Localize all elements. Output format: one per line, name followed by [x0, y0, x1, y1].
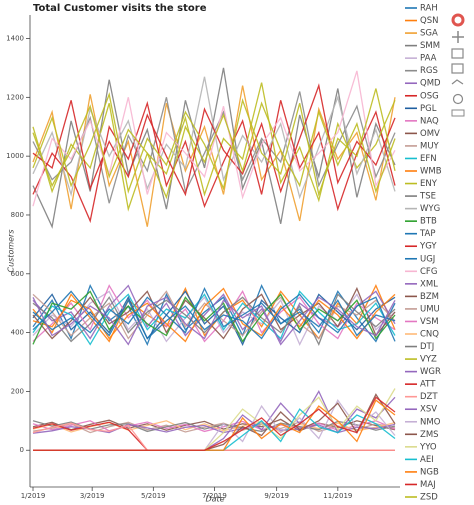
legend-label: CFG — [420, 267, 437, 277]
x-tick-label: 9/2019 — [264, 492, 289, 500]
y-tick-label: 600 — [11, 270, 24, 278]
legend-label: AEI — [420, 455, 434, 465]
legend-label: ZSD — [420, 493, 438, 503]
legend-label: NMO — [420, 417, 441, 427]
plot-area — [32, 67, 396, 451]
wheel-zoom-tool[interactable] — [451, 63, 464, 74]
legend-label: RGS — [420, 66, 438, 76]
y-tick-label: 400 — [11, 329, 24, 337]
y-tick-label: 200 — [11, 387, 24, 395]
series-line — [32, 91, 396, 204]
y-tick-label: 1400 — [6, 35, 24, 43]
series-line — [32, 286, 396, 337]
legend-label: QMD — [420, 79, 441, 89]
series-line — [32, 101, 396, 200]
legend-label: NAQ — [420, 116, 439, 126]
legend-label: VSM — [420, 317, 439, 327]
legend-label: NGB — [420, 467, 439, 477]
legend-label: ATT — [420, 380, 436, 390]
series-line — [33, 388, 396, 451]
series-line — [32, 287, 396, 343]
legend-label: QSN — [420, 16, 438, 26]
legend-label: MAJ — [420, 480, 436, 490]
help-tool[interactable] — [451, 109, 465, 117]
legend-label: SGA — [420, 29, 438, 39]
legend-label: OSG — [420, 91, 439, 101]
legend-label: DZT — [420, 392, 438, 402]
legend-label: ZMS — [420, 430, 439, 440]
series-line — [32, 420, 396, 433]
legend-label: TAP — [419, 229, 435, 239]
legend-label: WGR — [420, 367, 441, 377]
legend-label: SMM — [420, 41, 440, 51]
reset-tool[interactable] — [452, 93, 464, 105]
x-axis-label: Date — [205, 495, 224, 504]
series-line — [32, 88, 396, 197]
bokeh-logo[interactable] — [451, 13, 465, 27]
series-line — [32, 284, 396, 343]
legend: RAH QSN SGA SMM PAA RGS QMD OSG PGL NAQ OMV MUY EFN W… — [405, 4, 442, 503]
x-tick-label: 11/2019 — [323, 492, 352, 500]
series-line — [32, 290, 396, 345]
legend-label: UMU — [420, 304, 440, 314]
series-line — [32, 67, 396, 229]
legend-label: OMV — [420, 129, 440, 139]
legend-label: YYO — [419, 442, 437, 452]
legend-label: YGY — [419, 242, 437, 252]
legend-label: RAH — [420, 4, 438, 14]
legend-label: PGL — [420, 104, 437, 114]
legend-label: XSV — [420, 405, 437, 415]
legend-label: UGJ — [420, 254, 435, 264]
legend-label: PAA — [420, 54, 437, 64]
legend-label: WYG — [420, 204, 440, 214]
series-line — [33, 396, 396, 451]
box-zoom-tool[interactable] — [451, 48, 464, 59]
axes: 0 200 400 600 800 1000 1200 1400 1/2019 3/2019 5/2… — [6, 15, 400, 500]
legend-label: ENY — [420, 179, 438, 189]
legend-label: WMB — [420, 167, 442, 177]
y-axis-label: Customers — [7, 229, 16, 272]
y-tick-label: 1000 — [6, 152, 24, 160]
series-line — [32, 296, 396, 346]
pan-tool[interactable] — [452, 31, 464, 43]
x-tick-label: 3/2019 — [80, 492, 105, 500]
toolbar — [451, 13, 465, 117]
legend-label: VYZ — [420, 355, 437, 365]
legend-label: MUY — [420, 141, 440, 151]
y-tick-label: 0 — [20, 446, 24, 454]
legend-label: EFN — [420, 154, 437, 164]
series-line — [32, 100, 396, 224]
x-tick-label: 5/2019 — [141, 492, 166, 500]
legend-label: CNQ — [420, 330, 439, 340]
save-tool[interactable] — [451, 79, 464, 85]
series-line — [32, 70, 396, 207]
series-line — [32, 284, 396, 343]
legend-label: DTJ — [420, 342, 434, 352]
legend-label: BTB — [420, 217, 437, 227]
legend-label: XML — [420, 279, 438, 289]
legend-label: TSE — [419, 192, 436, 202]
chart-title: Total Customer visits the store — [33, 3, 207, 14]
series-line — [32, 290, 396, 342]
series-line — [32, 83, 396, 197]
x-tick-label: 7/2019 — [202, 492, 227, 500]
y-tick-label: 800 — [11, 211, 24, 219]
y-tick-label: 1200 — [6, 93, 24, 101]
legend-label: BZM — [420, 292, 439, 302]
series-line — [32, 286, 396, 340]
x-tick-label: 1/2019 — [21, 492, 46, 500]
